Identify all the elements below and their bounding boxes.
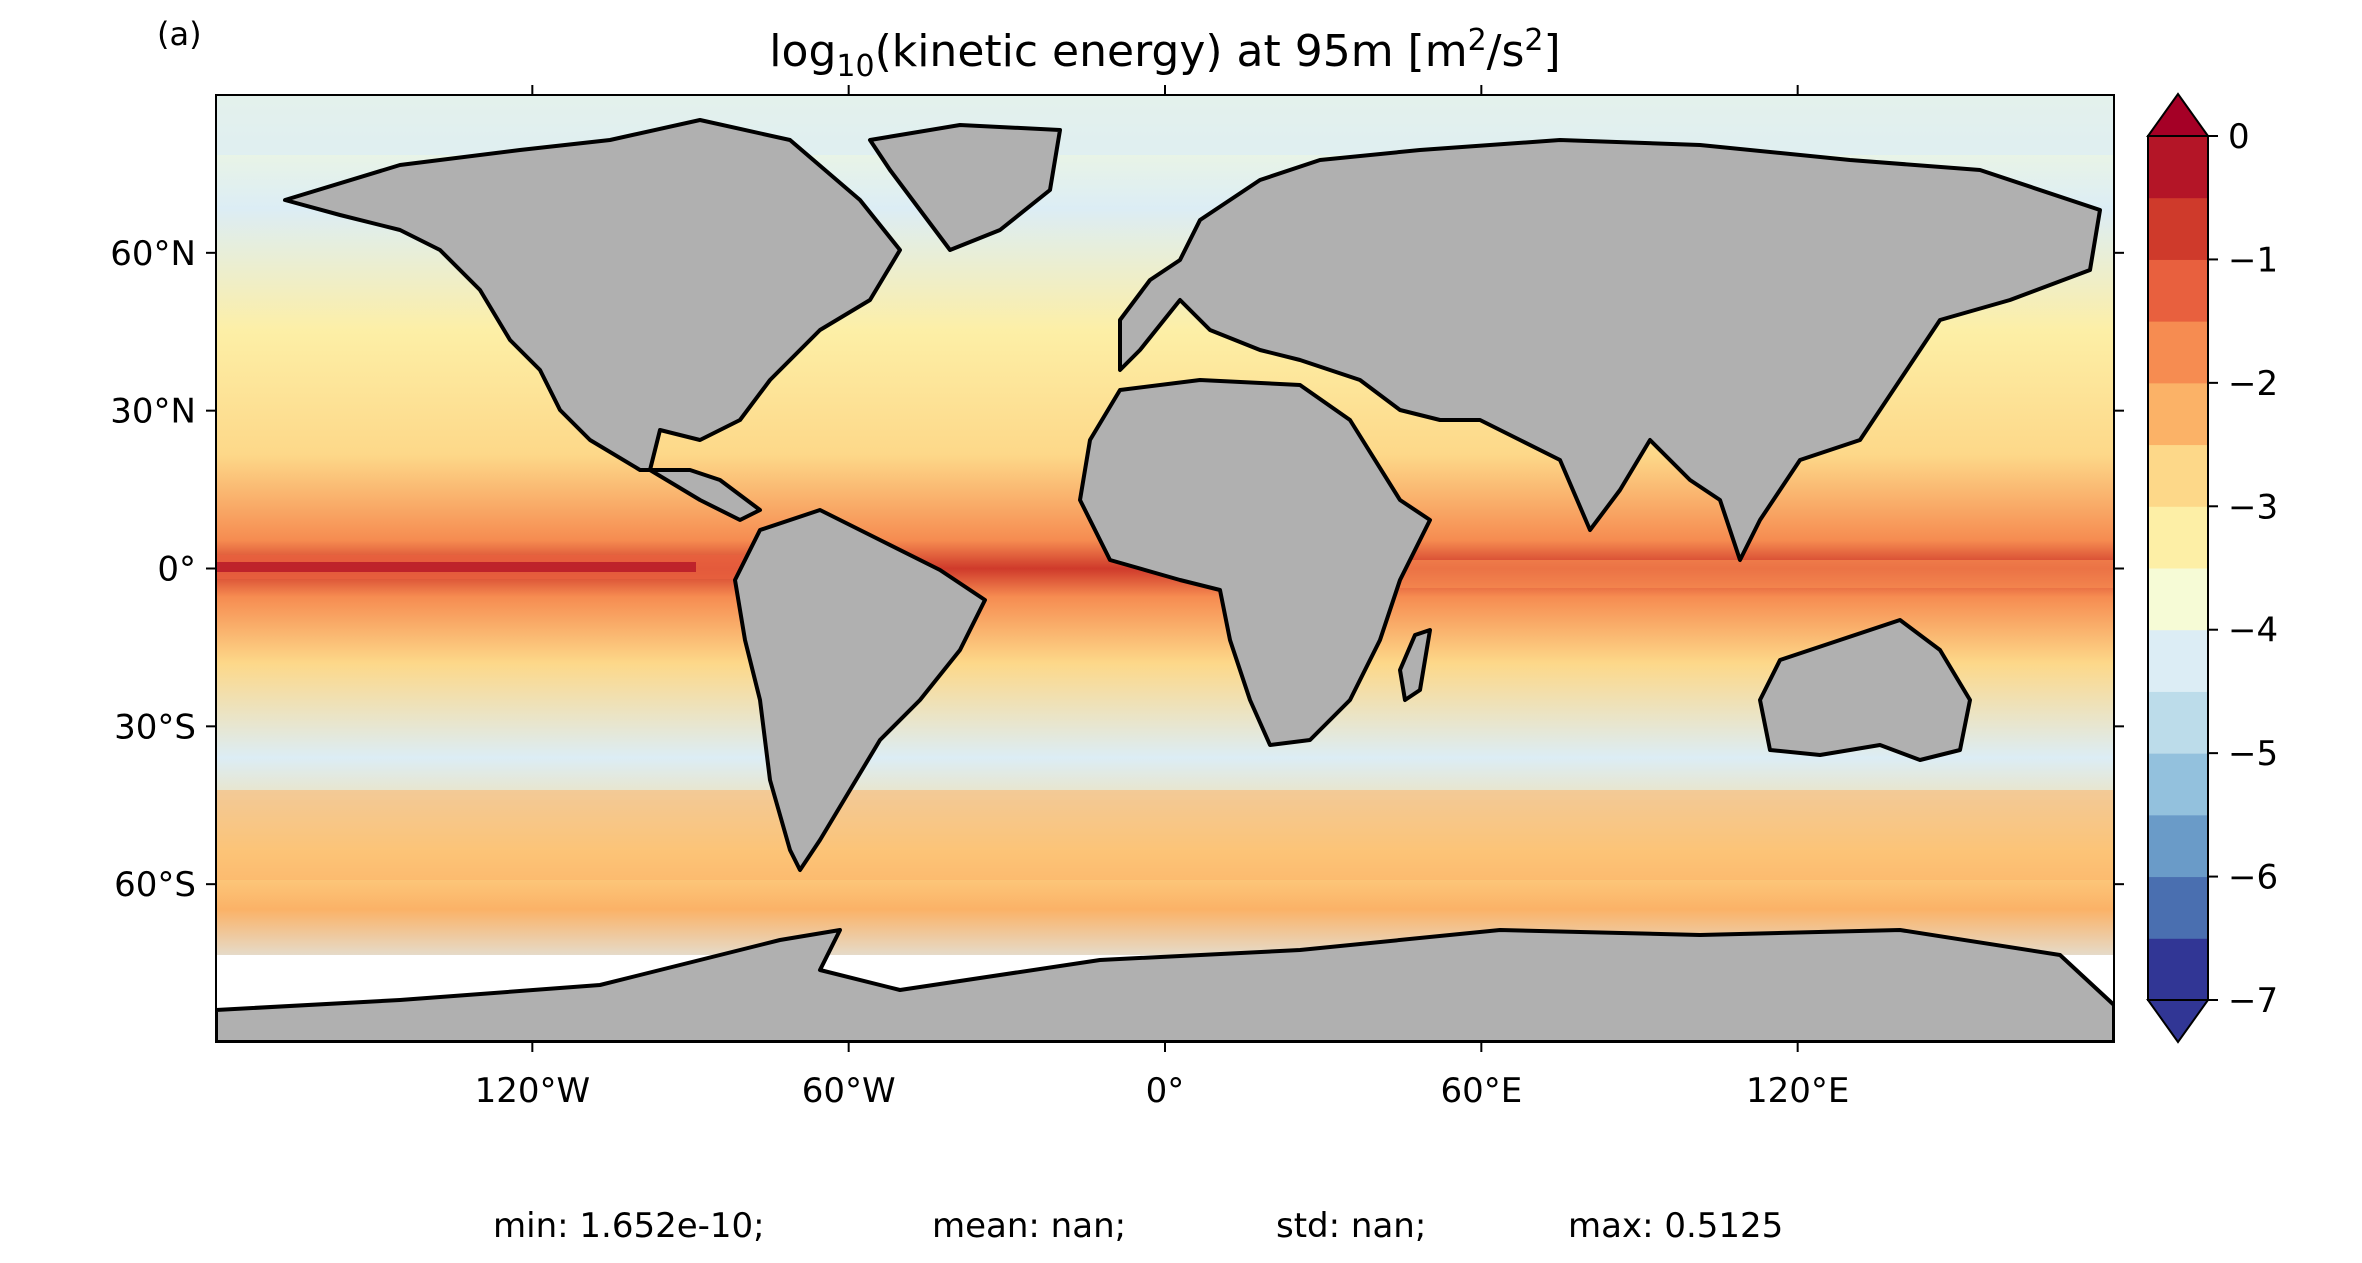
colorbar-tick-label: 0 — [2228, 117, 2250, 157]
colorbar-tick-label: −6 — [2228, 858, 2278, 898]
panel-label: (a) — [157, 15, 202, 53]
australia — [1758, 618, 1972, 762]
colorbar-frame — [2147, 135, 2209, 1001]
greenland — [868, 123, 1062, 252]
colorbar-segment — [2148, 259, 2208, 322]
lat-tick-label: 30°S — [114, 707, 196, 747]
latitude-axis: 60°N 30°N 0° 30°S 60°S — [110, 234, 2124, 905]
colorbar-tick-label: −4 — [2228, 611, 2278, 651]
colorbar-segment — [2148, 814, 2208, 878]
figure-title: log10(kinetic energy) at 95m [m2/s2] — [769, 23, 1560, 84]
colorbar: 0 −1 −2 −3 −4 −5 −6 −7 — [2146, 92, 2278, 1044]
madagascar — [1398, 628, 1432, 702]
lon-tick-label: 60°E — [1440, 1071, 1522, 1111]
lon-tick-label: 60°W — [802, 1071, 896, 1111]
stat-min: min: 1.652e-10; — [493, 1206, 765, 1246]
colorbar-tick-label: −7 — [2228, 981, 2278, 1021]
eurasia — [1118, 138, 2102, 562]
lat-tick-label: 30°N — [110, 392, 196, 432]
equatorial-jet-core — [216, 562, 696, 572]
lon-tick-label: 120°W — [475, 1071, 591, 1111]
stat-std: std: nan; — [1276, 1206, 1426, 1246]
colorbar-segment — [2148, 136, 2208, 199]
colorbar-segment — [2148, 938, 2208, 1001]
north-america — [283, 118, 902, 522]
colorbar-segment — [2148, 321, 2208, 384]
colorbar-tick-label: −1 — [2228, 240, 2278, 280]
lat-tick-label: 60°N — [110, 234, 196, 274]
sea-ice-north — [216, 95, 2114, 155]
colorbar-segment — [2148, 382, 2208, 446]
colorbar-segment — [2148, 753, 2208, 816]
map-panel — [216, 95, 2114, 1042]
lon-tick-label: 0° — [1146, 1071, 1185, 1111]
longitude-axis: 120°W 60°W 0° 60°E 120°E — [475, 85, 1849, 1111]
colorbar-segment — [2148, 876, 2208, 939]
stat-max: max: 0.5125 — [1568, 1206, 1783, 1246]
colorbar-segment — [2148, 197, 2208, 260]
colorbar-tick-label: −3 — [2228, 487, 2278, 527]
colorbar-tick-label: −5 — [2228, 734, 2278, 774]
south-america — [733, 508, 987, 872]
lat-tick-label: 0° — [157, 550, 196, 590]
lon-tick-label: 120°E — [1746, 1071, 1849, 1111]
land — [216, 118, 2114, 1042]
lat-tick-label: 60°S — [114, 865, 196, 905]
colorbar-segment — [2148, 506, 2208, 569]
colorbar-extend-max — [2146, 92, 2210, 137]
colorbar-tick-label: −2 — [2228, 364, 2278, 404]
colorbar-segment — [2148, 568, 2208, 631]
antarctica — [216, 928, 2114, 1042]
colorbar-segment — [2148, 444, 2208, 507]
colorbar-extend-min — [2146, 999, 2210, 1044]
acc-band — [216, 790, 2114, 880]
indian-equatorial-band — [1400, 560, 2114, 588]
africa — [1078, 378, 1432, 747]
stat-mean: mean: nan; — [932, 1206, 1126, 1246]
colorbar-segment — [2148, 691, 2208, 754]
colorbar-segment — [2148, 629, 2208, 692]
